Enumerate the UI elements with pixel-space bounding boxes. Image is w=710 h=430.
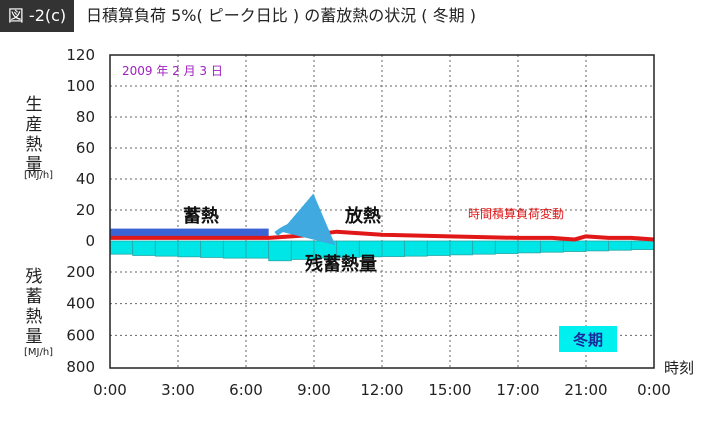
grid-layer (110, 55, 654, 368)
x-tick: 9:00 (297, 381, 331, 399)
y-upper-title-char: 量 (26, 155, 43, 175)
y-upper-tick: 100 (66, 77, 95, 95)
residual-bar (494, 240, 519, 254)
label-layer: 2009 年 2 月 3 日 蓄熱 放熱 残蓄熱量 時間積算負荷変動 冬期 時刻… (24, 64, 694, 377)
residual-bar (268, 240, 292, 262)
figure-title: 日積算負荷 5%( ピーク日比 ) の蓄放熱の状況 ( 冬期 ) (86, 6, 476, 25)
season-badge (559, 326, 617, 352)
residual-bar (245, 240, 270, 259)
data-layer (109, 228, 655, 262)
residual-bar (154, 240, 179, 257)
x-tick: 3:00 (161, 381, 195, 399)
season-label: 冬期 (573, 331, 603, 349)
residual-bar (381, 240, 406, 257)
charging-band (110, 228, 269, 238)
discharging-annotation: 放熱 (344, 205, 381, 227)
y-upper-tick: 120 (66, 46, 95, 64)
residual-bar (449, 240, 474, 256)
y-upper-tick: 0 (85, 232, 95, 250)
frame-layer (109, 54, 655, 369)
load-line (110, 229, 655, 242)
y-upper-title-char: 産 (26, 115, 43, 135)
y-lower-title-char: 熱 (26, 307, 43, 327)
residual-bar (109, 240, 134, 255)
charge-to-discharge-arrow (274, 193, 336, 245)
y-lower-title-char: 蓄 (26, 287, 43, 307)
x-tick: 15:00 (428, 381, 471, 399)
residual-bar (540, 240, 564, 253)
residual-bar (585, 240, 610, 252)
y-lower-tick: 800 (66, 358, 95, 376)
y-upper-title-char: 熱 (26, 135, 43, 155)
residual-bar (517, 240, 542, 254)
y-lower-unit: [MJ/h] (24, 347, 53, 358)
residual-bar (222, 240, 247, 259)
y-lower-tick: 600 (66, 326, 95, 344)
y-upper-title-char: 生 (26, 95, 43, 115)
residual-bar (608, 240, 632, 251)
x-tick: 12:00 (360, 381, 403, 399)
x-tick: 0:00 (637, 381, 671, 399)
y-upper-tick: 40 (76, 170, 95, 188)
y-upper-tick: 80 (76, 108, 95, 126)
residual-bar (630, 240, 655, 250)
y-lower-tick: 200 (66, 263, 95, 281)
x-tick: 21:00 (564, 381, 607, 399)
y-lower-title-char: 量 (26, 327, 43, 347)
x-tick: 6:00 (229, 381, 263, 399)
x-tick: 17:00 (496, 381, 539, 399)
charging-annotation: 蓄熱 (183, 205, 219, 227)
residual-bar (200, 240, 224, 258)
residual-bar (177, 240, 202, 258)
figure-label: 図 -2(c) (0, 0, 74, 32)
y-lower-tick: 400 (66, 295, 95, 313)
residual-bar (426, 240, 451, 256)
x-tick: 0:00 (93, 381, 127, 399)
residual-annotation: 残蓄熱量 (305, 253, 377, 275)
y-lower-title-char: 残 (26, 267, 43, 287)
date-label: 2009 年 2 月 3 日 (122, 64, 223, 78)
load-line-annotation: 時間積算負荷変動 (468, 206, 564, 221)
residual-bar (404, 240, 428, 257)
y-upper-tick: 20 (76, 201, 95, 219)
plot-frame (109, 54, 655, 369)
residual-bar (132, 240, 156, 256)
residual-bar (562, 240, 587, 252)
x-axis-label: 時刻 (664, 359, 694, 377)
y-upper-tick: 60 (76, 139, 95, 157)
y-upper-unit: [MJ/h] (24, 170, 53, 181)
residual-bar (472, 240, 496, 255)
title-bar: 図 -2(c) 日積算負荷 5%( ピーク日比 ) の蓄放熱の状況 ( 冬期 ) (0, 0, 710, 32)
